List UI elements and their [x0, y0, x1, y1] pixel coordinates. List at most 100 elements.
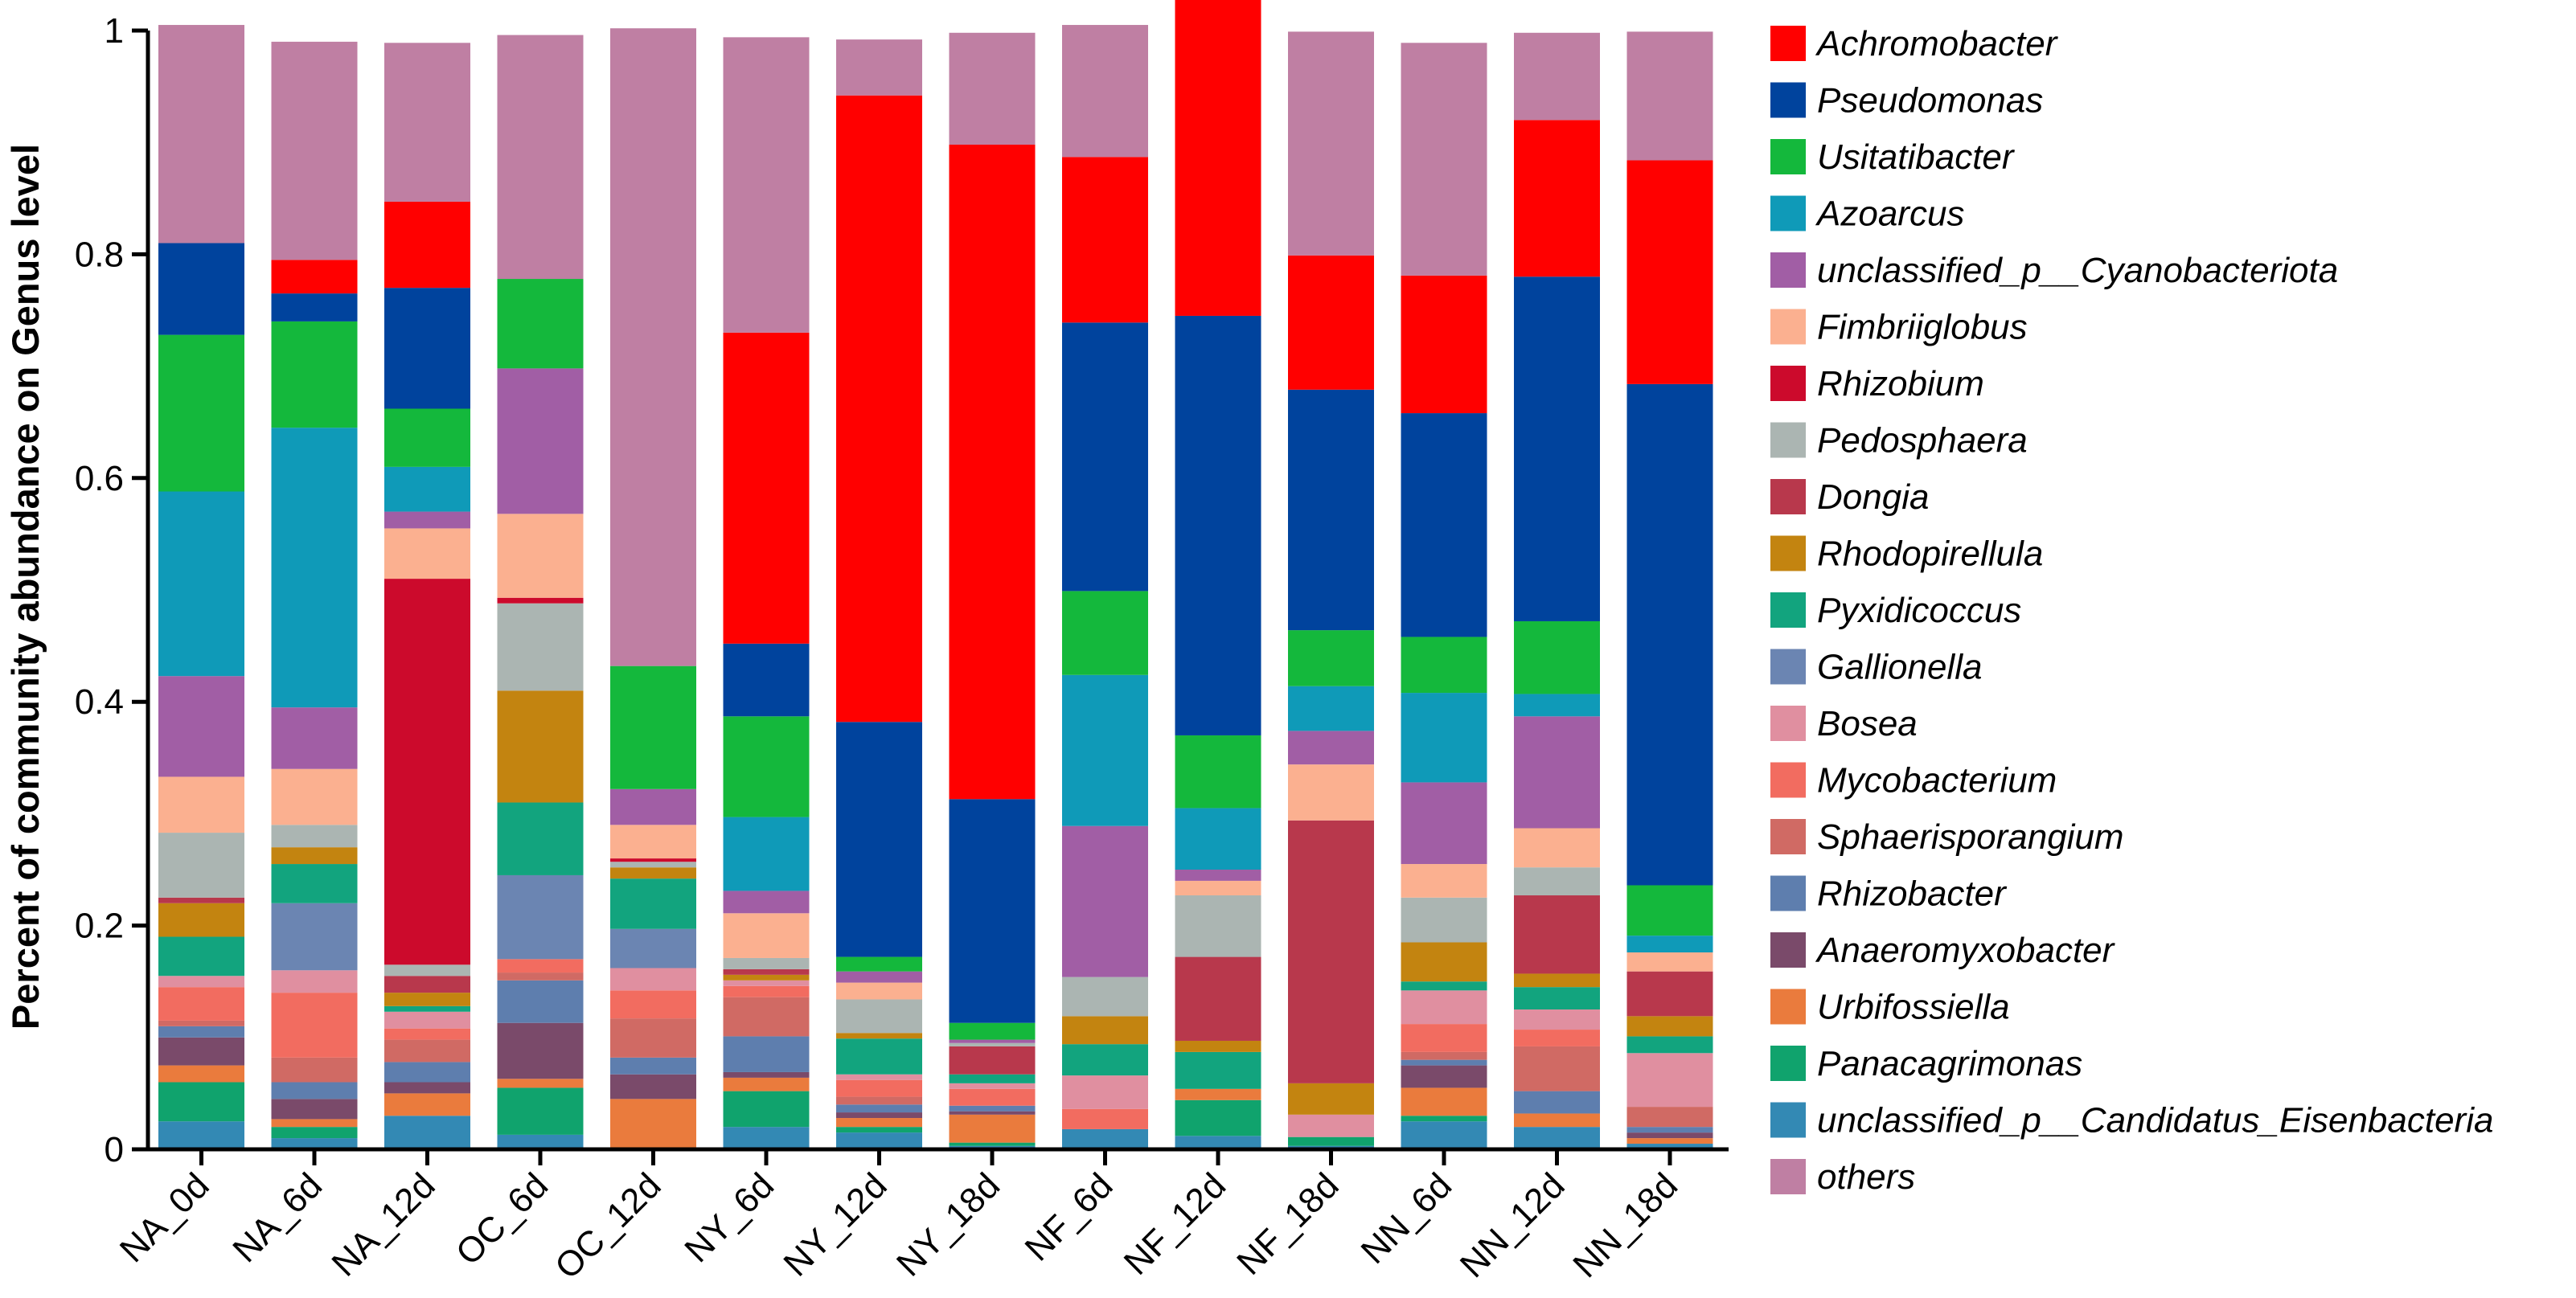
- bar-segment: [610, 1057, 696, 1075]
- bar-segment: [1401, 413, 1487, 637]
- bar-segment: [1062, 1128, 1148, 1149]
- bar-segment: [158, 1020, 244, 1026]
- bar-segment: [1062, 591, 1148, 675]
- x-tick-label: NA_12d: [324, 1165, 442, 1284]
- bar-segment: [836, 1112, 922, 1119]
- bar-segment: [1626, 936, 1713, 953]
- bar-segment: [949, 1114, 1036, 1143]
- bar-segment: [836, 999, 922, 1034]
- bar-segment: [610, 862, 696, 868]
- bar-segment: [271, 1138, 358, 1149]
- bar-segment: [158, 936, 244, 977]
- bar-segment: [1175, 1040, 1261, 1052]
- bar-segment: [610, 665, 696, 789]
- bar-segment: [271, 970, 358, 993]
- legend-label: unclassified_p__Cyanobacteriota: [1817, 251, 2338, 290]
- bar-segment: [610, 858, 696, 862]
- bar-segment: [497, 802, 584, 875]
- bar-segment: [1288, 686, 1374, 731]
- bar-segment: [1175, 870, 1261, 881]
- bar-segment: [1514, 1046, 1600, 1091]
- legend-item: Rhizobacter: [1770, 874, 2008, 914]
- legend-swatch: [1770, 479, 1806, 514]
- bar-segment: [158, 243, 244, 335]
- bar-stack-NF_12d: [1175, 0, 1261, 1149]
- bar-segment: [1514, 987, 1600, 1009]
- bar-segment: [1626, 952, 1713, 972]
- bar-segment: [271, 707, 358, 769]
- bar-segment: [949, 1046, 1036, 1075]
- legend-swatch: [1770, 1159, 1806, 1194]
- bar-segment: [723, 716, 810, 817]
- legend-item: unclassified_p__Candidatus_Eisenbacteria: [1770, 1101, 2493, 1140]
- bar-segment: [1062, 1108, 1148, 1129]
- bar-segment: [271, 1099, 358, 1120]
- bar-segment: [384, 43, 470, 202]
- legend-item: others: [1770, 1157, 1915, 1197]
- bar-segment: [949, 1142, 1036, 1146]
- bar-segment: [497, 690, 584, 803]
- bar-segment: [384, 511, 470, 529]
- bar-segment: [497, 279, 584, 369]
- bar-segment: [158, 676, 244, 777]
- bar-segment: [610, 788, 696, 825]
- bar-segment: [610, 1099, 696, 1149]
- legend-item: Pedosphaera: [1770, 421, 2028, 461]
- bar-segment: [949, 1022, 1036, 1040]
- bar-segment: [1062, 157, 1148, 323]
- bar-segment: [271, 768, 358, 825]
- bar-segment: [723, 980, 810, 986]
- bar-segment: [1514, 32, 1600, 121]
- bar-segment: [497, 1079, 584, 1088]
- bar-segment: [271, 260, 358, 294]
- legend-item: Sphaerisporangium: [1770, 817, 2124, 857]
- bar-segment: [949, 799, 1036, 1023]
- bar-segment: [1062, 674, 1148, 826]
- legend-swatch: [1770, 762, 1806, 798]
- legend-label: Rhodopirellula: [1817, 534, 2043, 574]
- bar-segment: [723, 985, 810, 997]
- legend-label: Pedosphaera: [1817, 421, 2028, 461]
- x-tick-label: NN_6d: [1354, 1165, 1459, 1271]
- bar-segment: [1401, 981, 1487, 991]
- bar-segment: [384, 579, 470, 965]
- bar-segment: [1514, 276, 1600, 621]
- bar-segment: [836, 982, 922, 1000]
- bar-segment: [1514, 120, 1600, 277]
- bar-segment: [271, 847, 358, 865]
- bar-stack-NY_18d: [949, 32, 1036, 1149]
- bar-segment: [723, 332, 810, 644]
- bar-segment: [1175, 315, 1261, 735]
- legend-item: Achromobacter: [1770, 24, 2059, 63]
- y-tick-label: 0: [105, 1130, 124, 1169]
- bar-segment: [158, 25, 244, 244]
- bar-segment: [158, 1037, 244, 1066]
- bar-segment: [1062, 1016, 1148, 1045]
- bar-segment: [723, 1091, 810, 1128]
- legend-swatch: [1770, 592, 1806, 628]
- legend-label: others: [1817, 1157, 1915, 1197]
- bar-segment: [1288, 255, 1374, 390]
- bar-segment: [1175, 895, 1261, 957]
- bar-segment: [384, 1062, 470, 1083]
- legend-swatch: [1770, 366, 1806, 401]
- bar-segment: [271, 1119, 358, 1128]
- y-tick-label: 0.4: [75, 682, 124, 722]
- bar-segment: [610, 825, 696, 859]
- bar-segment: [1514, 828, 1600, 868]
- bar-segment: [836, 1033, 922, 1039]
- bar-segment: [271, 41, 358, 260]
- bar-segment: [836, 1104, 922, 1113]
- bar-segment: [1062, 1075, 1148, 1109]
- bar-segment: [723, 1077, 810, 1091]
- y-axis-label: Percent of community abundance on Genus …: [4, 144, 47, 1030]
- bar-segment: [610, 1018, 696, 1058]
- bar-segment: [1288, 31, 1374, 256]
- x-tick-label: NF_18d: [1229, 1165, 1346, 1282]
- legend-item: Mycobacterium: [1770, 761, 2057, 801]
- bar-segment: [384, 201, 470, 289]
- bar-segment: [158, 833, 244, 898]
- bar-segment: [1175, 880, 1261, 896]
- bar-segment: [1175, 1088, 1261, 1100]
- y-tick-label: 0.2: [75, 907, 124, 946]
